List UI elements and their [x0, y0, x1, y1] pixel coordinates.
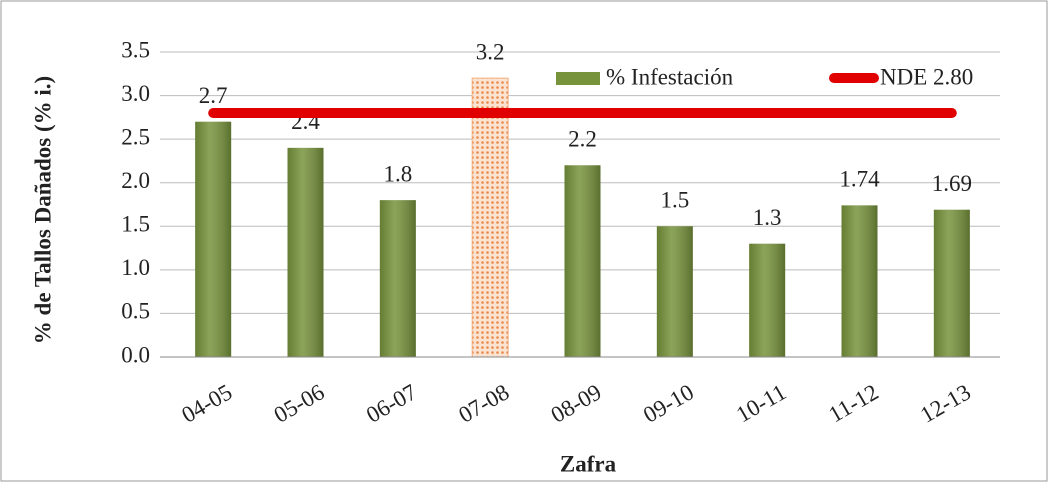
- value-label: 3.2: [476, 39, 505, 64]
- bar: [749, 243, 786, 357]
- y-tick-label: 3.5: [121, 37, 150, 62]
- y-axis-title: % de Tallos Dañados (% i.): [30, 76, 55, 344]
- legend-label: % Infestación: [606, 64, 734, 89]
- value-label: 1.5: [660, 188, 689, 213]
- bar: [379, 200, 416, 357]
- y-tick-label: 1.0: [121, 255, 150, 280]
- y-tick-label: 2.0: [121, 168, 150, 193]
- bar: [933, 209, 970, 357]
- bar: [287, 147, 324, 357]
- value-label: 2.7: [199, 83, 228, 108]
- bar: [656, 226, 693, 357]
- value-label: 2.2: [568, 127, 597, 152]
- y-tick-label: 1.5: [121, 212, 150, 237]
- value-label: 1.8: [383, 161, 412, 186]
- bar: [841, 205, 878, 357]
- x-axis-title: Zafra: [560, 451, 617, 476]
- y-tick-label: 0.0: [121, 342, 150, 367]
- value-label: 1.3: [753, 205, 782, 230]
- legend-swatch: [556, 72, 600, 85]
- y-tick-label: 2.5: [121, 124, 150, 149]
- bar: [471, 77, 509, 358]
- y-tick-label: 3.0: [121, 81, 150, 106]
- value-label: 1.69: [932, 171, 972, 196]
- bar: [564, 165, 601, 357]
- bar: [195, 121, 232, 357]
- value-label: 1.74: [839, 167, 880, 192]
- y-tick-label: 0.5: [121, 299, 150, 324]
- legend-label: NDE 2.80: [880, 64, 973, 89]
